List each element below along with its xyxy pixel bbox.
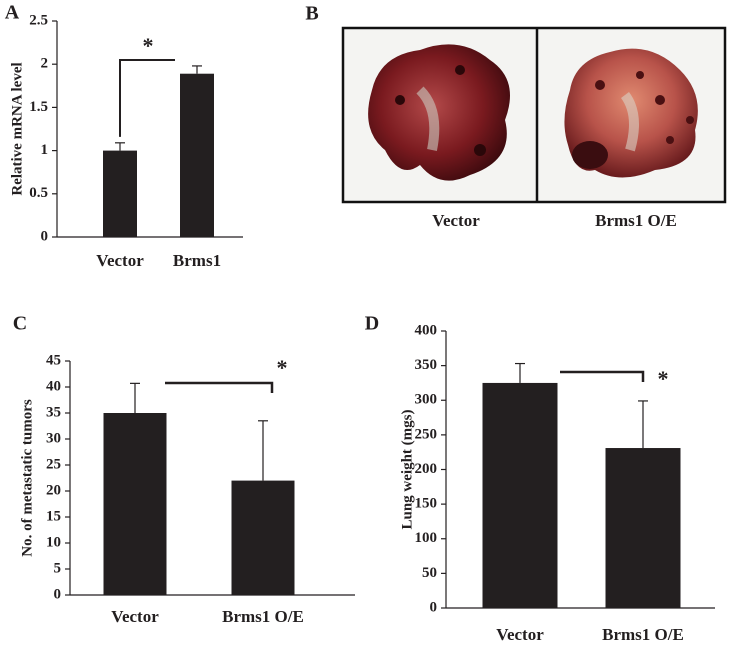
bar	[605, 448, 681, 608]
y-tick-label: 0	[430, 599, 438, 615]
y-tick-label: 400	[415, 322, 438, 338]
panel-label: D	[365, 313, 379, 335]
x-tick-label: Brms1 O/E	[602, 625, 684, 644]
panel-label: A	[5, 2, 20, 24]
y-tick-label: 100	[415, 530, 438, 546]
lung-photo	[368, 44, 510, 181]
photo-caption: Brms1 O/E	[595, 211, 677, 230]
significance-star: *	[277, 355, 288, 380]
y-tick-label: 10	[46, 534, 61, 550]
y-tick-label: 35	[46, 404, 61, 420]
bar	[482, 382, 558, 608]
lung-photo	[416, 86, 440, 151]
y-tick-label: 150	[415, 496, 438, 512]
y-tick-label: 45	[46, 352, 61, 368]
y-tick-label: 20	[46, 482, 61, 498]
y-tick-label: 1	[41, 142, 49, 158]
y-tick-label: 2.5	[29, 12, 48, 28]
bar	[103, 150, 137, 237]
bar	[231, 480, 295, 595]
y-tick-label: 5	[54, 560, 62, 576]
y-tick-label: 1.5	[29, 99, 48, 115]
photo-caption: Vector	[432, 211, 480, 230]
panel-label: C	[13, 313, 27, 335]
y-axis-label: Lung weight (mgs)	[399, 409, 415, 529]
y-axis-label: Relative mRNA level	[9, 62, 25, 195]
y-tick-label: 30	[46, 430, 61, 446]
y-tick-label: 40	[46, 378, 61, 394]
significance-star: *	[143, 33, 154, 58]
photo-panel: B Vector Brms1 O/E	[305, 3, 727, 230]
y-tick-label: 0	[54, 586, 62, 602]
bar	[103, 413, 167, 595]
lung-nodule	[666, 136, 674, 144]
y-tick-label: 50	[422, 565, 437, 581]
lung-nodule	[595, 80, 605, 90]
lung-nodule	[395, 95, 405, 105]
y-tick-label: 350	[415, 357, 438, 373]
significance-bracket	[165, 381, 274, 393]
lung-nodule	[686, 116, 694, 124]
lung-nodule	[474, 144, 486, 156]
x-tick-label: Vector	[111, 607, 159, 626]
significance-star: *	[658, 366, 669, 391]
bar	[180, 73, 214, 237]
lung-photo	[620, 92, 639, 152]
y-tick-label: 25	[46, 456, 61, 472]
x-tick-label: Brms1	[173, 251, 221, 270]
lung-nodule	[455, 65, 465, 75]
significance-bracket	[119, 59, 175, 137]
y-tick-label: 2	[41, 56, 49, 72]
y-axis-label: No. of metastatic tumors	[19, 399, 35, 557]
x-tick-label: Vector	[96, 251, 144, 270]
panel-label: B	[305, 3, 318, 25]
lung-nodule	[572, 141, 608, 169]
y-tick-label: 15	[46, 508, 61, 524]
significance-bracket	[560, 370, 645, 382]
y-tick-label: 0	[41, 228, 49, 244]
x-tick-label: Vector	[496, 625, 544, 644]
lung-nodule	[655, 95, 665, 105]
y-tick-label: 250	[415, 426, 438, 442]
lung-nodule	[636, 71, 644, 79]
y-tick-label: 300	[415, 392, 438, 408]
y-tick-label: 200	[415, 461, 438, 477]
x-tick-label: Brms1 O/E	[222, 607, 304, 626]
y-tick-label: 0.5	[29, 185, 48, 201]
